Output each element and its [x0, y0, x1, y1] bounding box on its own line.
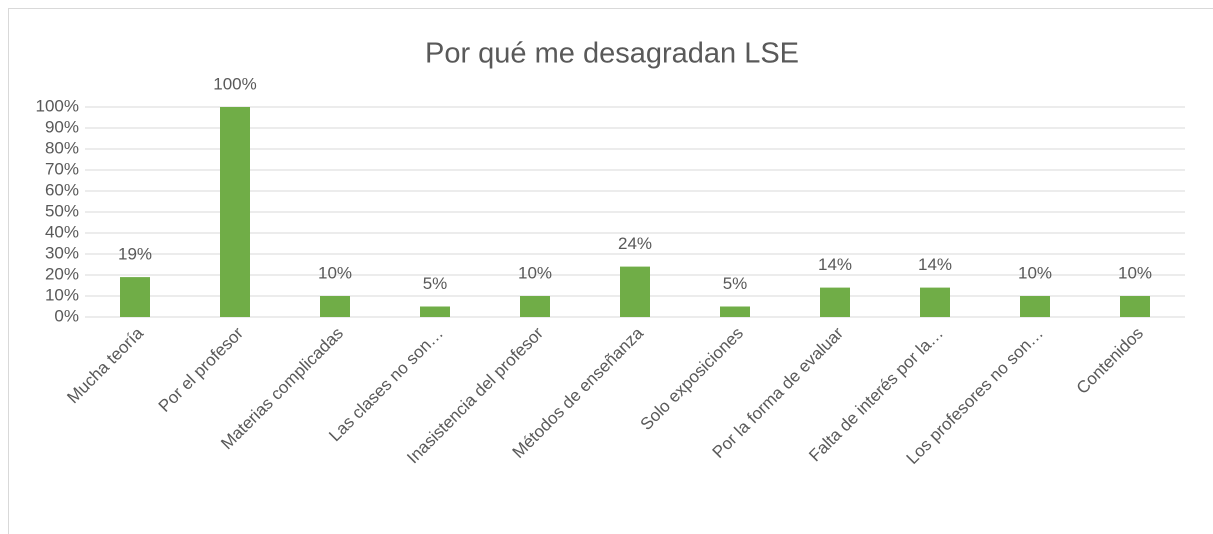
bar — [1120, 296, 1150, 317]
y-tick-label: 70% — [45, 159, 79, 178]
bar — [120, 277, 150, 317]
bar — [1020, 296, 1050, 317]
data-label: 100% — [213, 74, 256, 93]
y-tick-label: 10% — [45, 285, 79, 304]
y-tick-label: 0% — [54, 306, 79, 325]
y-tick-label: 20% — [45, 264, 79, 283]
data-label: 14% — [818, 255, 852, 274]
y-tick-label: 30% — [45, 243, 79, 262]
data-label: 10% — [518, 263, 552, 282]
data-label: 5% — [723, 274, 748, 293]
bar — [720, 306, 750, 317]
data-label: 10% — [1018, 263, 1052, 282]
y-tick-label: 80% — [45, 138, 79, 157]
data-label: 10% — [318, 263, 352, 282]
y-tick-label: 40% — [45, 222, 79, 241]
bar — [220, 107, 250, 317]
y-tick-label: 60% — [45, 180, 79, 199]
y-tick-label: 50% — [45, 201, 79, 220]
bar — [520, 296, 550, 317]
data-label: 24% — [618, 234, 652, 253]
data-label: 14% — [918, 255, 952, 274]
chart-title: Por qué me desagradan LSE — [425, 38, 799, 70]
data-label: 5% — [423, 274, 448, 293]
y-tick-label: 100% — [36, 96, 79, 115]
bar — [620, 266, 650, 317]
bar — [420, 306, 450, 317]
chart-border — [8, 8, 1213, 534]
data-label: 10% — [1118, 263, 1152, 282]
bar — [820, 287, 850, 317]
bar — [320, 296, 350, 317]
bar — [920, 287, 950, 317]
y-tick-label: 90% — [45, 117, 79, 136]
data-label: 19% — [118, 245, 152, 264]
